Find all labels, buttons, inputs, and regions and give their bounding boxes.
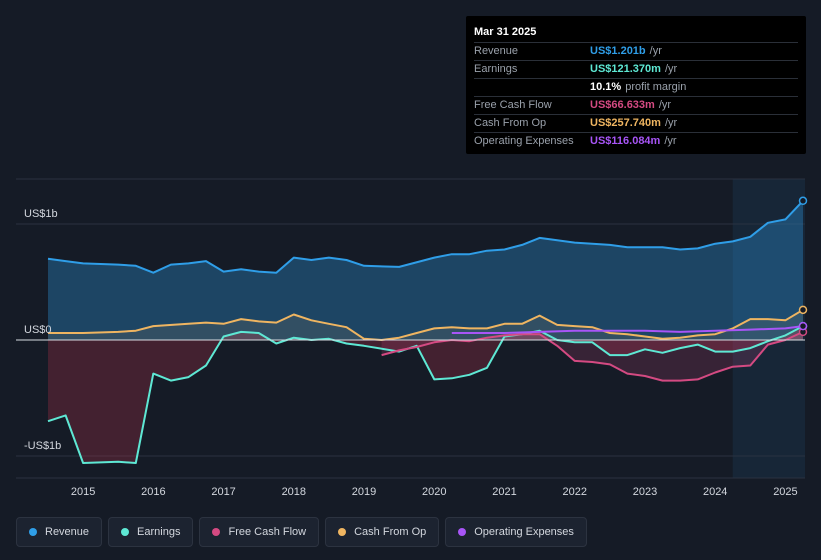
tooltip-label [474,79,590,96]
revenue-line [47,200,804,274]
legend-dot-icon [212,528,221,536]
tooltip-value: US$66.633m [590,99,655,111]
y-axis-labels: US$1b US$0 -US$1b [24,208,61,452]
financial-chart: US$1b US$0 -US$1b 2015 2016 2017 2018 2019 2020… [16,178,808,498]
legend-dot-icon [338,528,347,536]
x-tick-label: 2019 [352,486,376,498]
cash-from-op-endpoint [798,305,808,315]
legend-item-revenue[interactable]: Revenue [16,517,103,547]
tooltip-value: US$257.740m [590,117,661,129]
legend-item-operating-expenses[interactable]: Operating Expenses [445,517,587,547]
tooltip-unit: /yr [649,45,662,57]
tooltip-unit: /yr [664,135,677,147]
y-tick-label: -US$1b [24,440,61,452]
tooltip-label: Free Cash Flow [474,99,552,111]
legend-label: Cash From Op [354,526,427,538]
revenue-endpoint [798,196,808,206]
tooltip-label: Revenue [474,45,519,57]
gridlines [16,178,805,479]
chart-legend: Revenue Earnings Free Cash Flow Cash Fro… [16,517,587,547]
x-tick-label: 2023 [633,486,657,498]
tooltip-unit: profit margin [625,81,687,93]
x-tick-label: 2017 [211,486,235,498]
x-tick-label: 2024 [703,486,727,498]
tooltip-panel: Mar 31 2025 Revenue US$1.201b /yr Earnin… [466,16,806,154]
x-tick-label: 2015 [71,486,95,498]
tooltip-label: Earnings [474,63,518,75]
cash-from-op-line [48,308,804,341]
tooltip-unit: /yr [664,63,678,75]
tooltip-row-free-cash-flow: Free Cash Flow US$66.633m /yr [474,96,798,114]
tooltip-date: Mar 31 2025 [474,26,537,38]
operating-expenses-endpoint [798,321,808,331]
x-tick-label: 2022 [563,486,587,498]
tooltip-row-earnings: Earnings US$121.370m /yr [474,60,798,78]
tooltip-row-operating-expenses: Operating Expenses US$116.084m /yr [474,132,798,150]
series-endpoints [798,196,808,337]
tooltip-row-revenue: Revenue US$1.201b /yr [474,42,798,60]
legend-label: Operating Expenses [474,526,574,538]
legend-dot-icon [29,528,37,536]
legend-dot-icon [458,528,467,536]
y-tick-label: US$1b [24,208,58,220]
earnings-area [48,326,803,463]
x-axis-labels: 2015 2016 2017 2018 2019 2020 2021 2022 2023 2024… [71,486,798,498]
tooltip-row-profit-margin: 10.1% profit margin [474,78,798,96]
tooltip-label: Cash From Op [474,117,547,129]
tooltip-value: 10.1% [590,81,622,93]
legend-item-earnings[interactable]: Earnings [108,517,194,547]
x-tick-label: 2016 [141,486,165,498]
legend-item-free-cash-flow[interactable]: Free Cash Flow [199,517,320,547]
legend-label: Earnings [137,526,181,538]
legend-item-cash-from-op[interactable]: Cash From Op [325,517,440,547]
tooltip-row-cash-from-op: Cash From Op US$257.740m /yr [474,114,798,132]
earnings-line [47,325,804,464]
legend-label: Revenue [45,526,90,538]
x-tick-label: 2018 [282,486,306,498]
x-tick-label: 2021 [492,486,516,498]
tooltip-value: US$116.084m [590,135,661,147]
y-tick-label: US$0 [24,324,52,336]
x-tick-label: 2020 [422,486,446,498]
tooltip-value: US$1.201b [590,45,646,57]
tooltip-unit: /yr [658,99,672,111]
tooltip-value: US$121.370m [590,63,661,75]
tooltip-unit: /yr [664,117,678,129]
tooltip-label: Operating Expenses [474,135,574,147]
series-lines [47,200,804,464]
revenue-area [48,200,803,340]
legend-dot-icon [121,528,130,536]
x-tick-label: 2025 [773,486,797,498]
legend-label: Free Cash Flow [228,526,307,538]
operating-expenses-line [451,325,804,334]
